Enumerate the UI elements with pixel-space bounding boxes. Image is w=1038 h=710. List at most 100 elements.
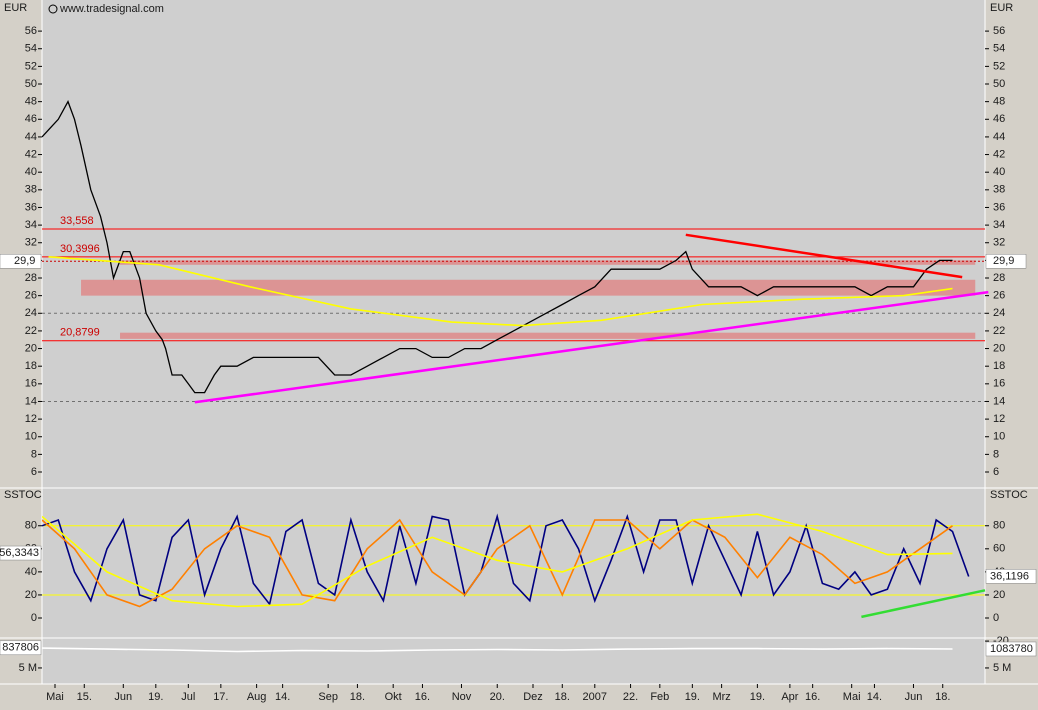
y-tick-label: 48 <box>25 96 37 108</box>
y-tick-label: 18 <box>25 360 37 372</box>
level-label: 30,3996 <box>60 243 100 255</box>
last-box <box>985 254 1027 269</box>
y-tick-label-right: 52 <box>993 60 1005 72</box>
y-tick-label-right: 5 M <box>993 662 1011 674</box>
y-tick-label-right: 54 <box>993 43 1005 55</box>
y-tick-label: 36 <box>25 201 37 213</box>
x-tick-label: 15. <box>77 691 92 703</box>
source: www.tradesignal.com <box>59 3 164 15</box>
y2-tick-label: 20 <box>993 589 1005 601</box>
y-tick-label: 38 <box>25 184 37 196</box>
y-tick-label-right: 32 <box>993 237 1005 249</box>
y-tick-label-right: 26 <box>993 290 1005 302</box>
x-tick-label: Sep <box>318 691 338 703</box>
y-tick-label-right: 44 <box>993 131 1005 143</box>
last-value-label: 837806 <box>2 642 39 654</box>
y-tick-label-right: 28 <box>993 272 1005 284</box>
x-tick-label: 16. <box>415 691 430 703</box>
pane-title-left: SSTOC <box>4 489 42 501</box>
y-tick-label: 12 <box>25 413 37 425</box>
last-value-label: 36,1196 <box>990 570 1029 582</box>
last-value-label: 1083780 <box>990 643 1033 655</box>
y2-tick-label: 80 <box>993 520 1005 532</box>
y-tick-label: 54 <box>25 43 37 55</box>
y-tick-label: 40 <box>25 566 37 578</box>
y-tick-label-right: 10 <box>993 431 1005 443</box>
y2-tick-label: 60 <box>993 543 1005 555</box>
trendline <box>194 290 989 404</box>
unit-left: EUR <box>4 2 27 14</box>
last-value-box <box>0 640 42 656</box>
x-tick-label: Feb <box>650 691 669 703</box>
y-tick-label-right: 22 <box>993 325 1005 337</box>
y-tick-label-right: 56 <box>993 25 1005 37</box>
last-value-label: 56,3343 <box>0 547 39 559</box>
y-tick-label: 34 <box>25 219 37 231</box>
last-value-box <box>0 545 42 561</box>
last-label: 29,9 <box>14 255 35 267</box>
y-tick-label-right: 14 <box>993 395 1005 407</box>
y-tick-label-right: 8 <box>993 448 999 460</box>
x-tick-label: Mai <box>843 691 861 703</box>
last-value-box <box>985 641 1037 657</box>
trendline <box>861 589 986 619</box>
y-tick-label-right: 24 <box>993 307 1005 319</box>
band <box>81 279 976 296</box>
x-tick-label: 17. <box>213 691 228 703</box>
y-tick-label: 52 <box>25 60 37 72</box>
level-label: 33,558 <box>60 215 94 227</box>
y-tick-label: 5 M <box>19 662 37 674</box>
y-tick-label: 24 <box>25 307 37 319</box>
y-tick-label: 46 <box>25 113 37 125</box>
y-tick-label: 0 <box>31 612 37 624</box>
y-tick-label: 28 <box>25 272 37 284</box>
y-tick-label: 26 <box>25 290 37 302</box>
y-tick-label: 22 <box>25 325 37 337</box>
y-tick-label: 10 <box>25 431 37 443</box>
series-line <box>42 647 953 653</box>
y-tick-label-right: 50 <box>993 78 1005 90</box>
last-label: 29,9 <box>993 255 1014 267</box>
y-tick-label-right: 12 <box>993 413 1005 425</box>
y2-tick-label: 0 <box>993 612 999 624</box>
x-tick-label: Mai <box>46 691 64 703</box>
y-tick-label-right: 42 <box>993 148 1005 160</box>
y-tick-label-right: 40 <box>993 166 1005 178</box>
y-tick-label: 8 <box>31 448 37 460</box>
x-tick-label: 14. <box>867 691 882 703</box>
x-tick-label: 18. <box>350 691 365 703</box>
y-tick-label: 14 <box>25 395 37 407</box>
y-tick-label: 56 <box>25 25 37 37</box>
y-tick-label: 16 <box>25 378 37 390</box>
unit-right: EUR <box>990 2 1013 14</box>
x-tick-label: 14. <box>275 691 290 703</box>
x-tick-label: Jul <box>181 691 195 703</box>
x-tick-label: Jun <box>114 691 132 703</box>
y-tick-label: 44 <box>25 131 37 143</box>
x-tick-label: 19. <box>750 691 765 703</box>
series-line <box>42 513 953 608</box>
x-tick-label: Nov <box>452 691 472 703</box>
trendline <box>685 233 963 279</box>
x-tick-label: Okt <box>385 691 402 703</box>
x-tick-label: Jun <box>905 691 923 703</box>
band <box>120 332 976 339</box>
y-tick-label-right: 16 <box>993 378 1005 390</box>
y-tick-label-right: 18 <box>993 360 1005 372</box>
x-tick-label: Aug <box>247 691 267 703</box>
y-tick-label-right: 6 <box>993 466 999 478</box>
x-tick-label: 20. <box>490 691 505 703</box>
y-tick-label-right: 46 <box>993 113 1005 125</box>
last-value-box <box>985 569 1037 584</box>
series-line <box>42 513 970 607</box>
x-tick-label: 16. <box>805 691 820 703</box>
x-tick-label: Apr <box>781 691 798 703</box>
y-tick-label-right: 38 <box>993 184 1005 196</box>
pane-title-right: SSTOC <box>990 489 1028 501</box>
x-tick-label: 18. <box>555 691 570 703</box>
y-tick-label-right: 48 <box>993 96 1005 108</box>
x-tick-label: 22. <box>623 691 638 703</box>
x-tick-label: Mrz <box>712 691 730 703</box>
